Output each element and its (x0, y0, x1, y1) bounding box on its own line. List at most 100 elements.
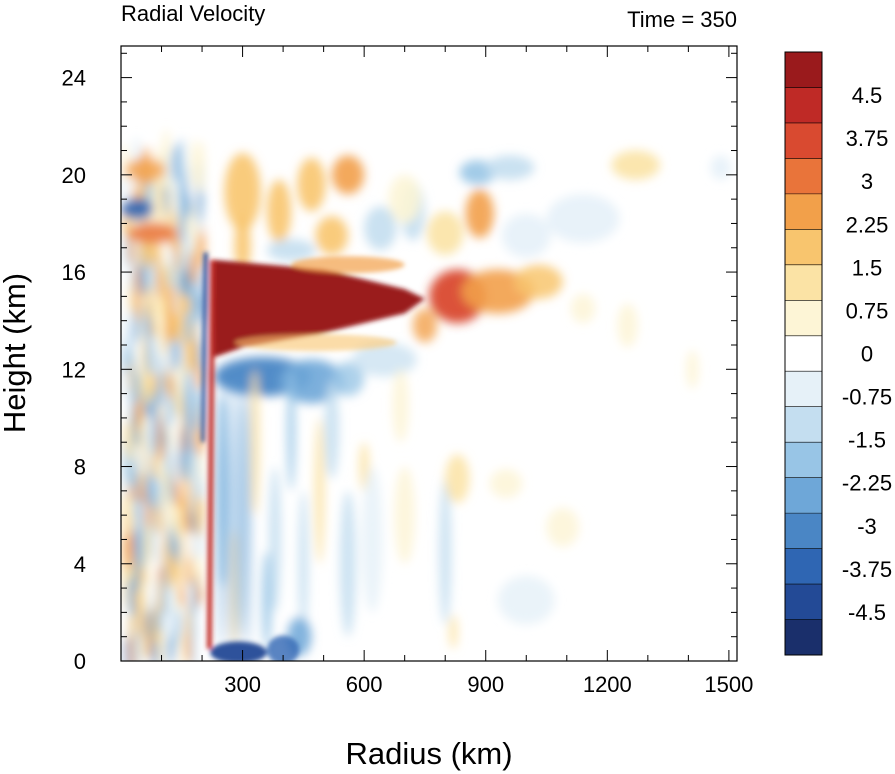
x-tick-label: 300 (224, 672, 261, 697)
field-cell (234, 216, 251, 275)
y-tick-label: 4 (74, 552, 86, 577)
colorbar-label: 0.75 (846, 298, 889, 323)
field-cell (287, 369, 296, 491)
field-cell (497, 575, 555, 625)
field-cell (485, 155, 535, 180)
field-cell (249, 381, 252, 649)
colorbar-label: -1.5 (848, 428, 886, 453)
colorbar-band (785, 87, 822, 124)
field-cell (315, 216, 348, 256)
field-cell (362, 466, 383, 613)
time-label: Time = 350 (627, 7, 737, 32)
field-cell (570, 293, 596, 324)
field-cell (133, 522, 140, 560)
field-cell (178, 602, 186, 639)
colorbar-band (785, 229, 822, 266)
field-cell (412, 308, 438, 343)
eye-inflow-strip (201, 252, 208, 443)
field-cell (546, 194, 620, 243)
field-cell (445, 454, 470, 503)
field-cell (324, 381, 340, 479)
x-tick-label: 1200 (583, 672, 632, 697)
field-cell (439, 478, 452, 625)
colorbar-band (785, 52, 822, 88)
outflow-jet (214, 259, 425, 358)
field-cell (352, 342, 417, 377)
colorbar-band (785, 371, 822, 408)
field-cell (298, 490, 309, 637)
field-cell (190, 138, 198, 190)
field-cell (314, 417, 325, 564)
field-cell (331, 155, 365, 195)
field-cell (121, 197, 154, 220)
colorbar-band (785, 619, 822, 656)
colorbar-band (785, 158, 822, 195)
field-cell (449, 614, 458, 649)
eyewall-strip (206, 259, 216, 649)
field-cell (339, 490, 357, 637)
colorbar-band (785, 513, 822, 549)
field-cell (359, 442, 370, 491)
y-axis-title: Height (km) (0, 273, 32, 433)
x-tick-label: 1500 (704, 672, 753, 697)
x-tick-label: 600 (346, 672, 383, 697)
field-cell (245, 381, 248, 649)
field-cell (331, 362, 365, 397)
field-cell (225, 381, 228, 649)
colorbar-band (785, 300, 822, 337)
velocity-field (121, 128, 731, 661)
field-cell (125, 157, 166, 183)
colorbar-label: -3 (857, 514, 877, 539)
field-cell (611, 150, 660, 180)
y-tick-labels: 0 4 8 12 16 20 24 (62, 66, 86, 674)
field-cell (229, 381, 232, 649)
field-cell (129, 222, 178, 245)
x-axis-title: Radius (km) (345, 736, 512, 771)
colorbar-band (785, 193, 822, 230)
field-cell (262, 551, 272, 649)
colorbar-label: 3.75 (846, 126, 889, 151)
field-cell (127, 568, 137, 618)
field-cell (617, 303, 638, 348)
field-cell (394, 466, 415, 564)
field-cell (266, 239, 316, 262)
colorbar-band (785, 477, 822, 514)
colorbar (784, 51, 823, 656)
field-cell (465, 189, 494, 239)
field-cell (210, 641, 267, 661)
colorbar-label: -0.75 (842, 385, 892, 410)
field-cell (489, 468, 523, 499)
colorbar-band (785, 442, 822, 478)
colorbar-label: -4.5 (848, 600, 886, 625)
field-cell (686, 349, 699, 389)
field-cell (221, 381, 224, 649)
colorbar-label: 0 (861, 342, 873, 367)
y-tick-label: 24 (62, 66, 86, 91)
field-cell (145, 576, 152, 614)
colorbar-label: 3 (861, 169, 873, 194)
field-cell (217, 381, 220, 649)
colorbar-band (785, 548, 822, 585)
field-cell (195, 379, 203, 435)
field-sharp-layer (201, 252, 425, 661)
field-cell (514, 264, 563, 299)
colorbar-band (785, 584, 822, 620)
field-cell (268, 466, 282, 613)
field-cell (138, 416, 147, 452)
field-cell (364, 206, 397, 251)
axis-ticks (121, 46, 737, 662)
field-cell (388, 174, 421, 224)
field-cell (501, 213, 551, 258)
x-tick-labels: 300 600 900 1200 1500 (224, 672, 753, 697)
field-cell (266, 635, 300, 661)
field-cell (178, 137, 186, 183)
field-cell (196, 140, 206, 195)
field-cell (297, 157, 326, 212)
field-cell (149, 411, 158, 457)
colorbar-label: 2.25 (846, 212, 889, 237)
field-cell (249, 369, 260, 516)
x-tick-label: 900 (467, 672, 504, 697)
colorbar-label: 1.5 (852, 255, 883, 280)
colorbar-band (785, 406, 822, 443)
